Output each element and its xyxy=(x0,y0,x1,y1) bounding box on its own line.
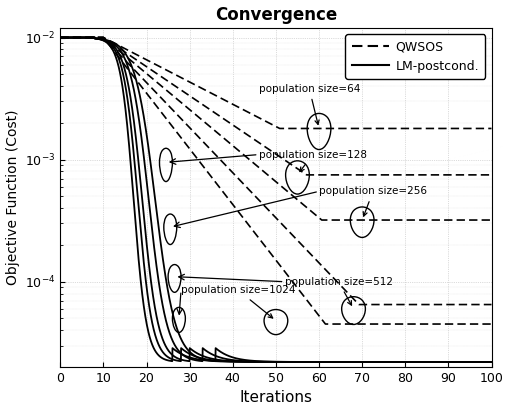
Y-axis label: Objective Function (Cost): Objective Function (Cost) xyxy=(6,110,19,285)
Title: Convergence: Convergence xyxy=(215,6,337,23)
Text: population size=256: population size=256 xyxy=(319,186,427,216)
Text: population size=128: population size=128 xyxy=(259,150,366,171)
Legend: QWSOS, LM-postcond.: QWSOS, LM-postcond. xyxy=(346,34,485,79)
Text: population size=64: population size=64 xyxy=(259,84,360,125)
Text: population size=1024: population size=1024 xyxy=(181,285,296,318)
X-axis label: Iterations: Iterations xyxy=(239,390,313,405)
Text: population size=512: population size=512 xyxy=(285,277,392,305)
